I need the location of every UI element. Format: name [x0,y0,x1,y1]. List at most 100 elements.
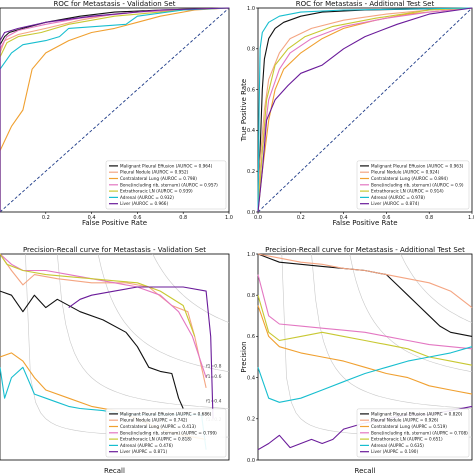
iso-f1-curve [400,253,473,323]
y-axis-label: True Positive Rate [240,79,248,142]
y-axis-label: Precision [240,341,248,372]
series-line-5 [257,295,473,366]
x-axis-label: Recall [355,467,376,474]
iso-f1-curve [311,253,473,409]
x-tick-label: 0.4 [340,215,348,221]
chart-title: ROC for Metastasis - Validation Set [54,0,176,8]
y-tick-label: 1.0 [247,6,255,12]
legend-box [105,160,227,210]
legend-entry: Contralateral Lung (AUPRC = 0.413) [120,424,196,429]
legend-entry: Pleural Nodule (AUROC = 0.952) [120,170,189,175]
x-axis-label: False Positive Rate [82,219,147,227]
y-tick-label: 0.2 [247,169,255,175]
chart-title: Precision-Recall curve for Metastasis - … [265,246,465,254]
legend-entry: Contralateral Lung (AUROC = 0.894) [371,176,448,181]
chart-panel-4: Precision-Recall curve for Metastasis - … [240,246,473,474]
y-tick-label: 1.0 [247,252,255,258]
legend-box [356,408,470,458]
x-tick-label: 0.8 [425,215,433,221]
series-line-6 [257,346,473,403]
series-line-2 [257,253,473,309]
series-line-4 [257,7,473,213]
legend-entry: Liver (AUROC = 0.874) [371,201,419,206]
plot-frame [257,7,473,213]
legend-entry: Malignant Pleural Effusion (AUROC = 0.96… [371,163,464,168]
y-tick-label: 0.0 [247,210,255,216]
legend-entry: Adrenal (AUPRC = 0.476) [120,443,173,448]
chance-diagonal [0,7,230,213]
series-line-6 [0,7,230,212]
x-axis-label: Recall [104,467,125,474]
y-tick-label: 0.2 [247,417,255,423]
y-tick-label: 0.6 [247,87,255,93]
legend-entry: Contralateral Lung (AUPRC = 0.519) [371,424,447,429]
series-line-2 [257,7,473,213]
y-tick-label: 0.4 [247,375,255,381]
legend-entry: Liver (AUPRC = 0.190) [371,449,418,454]
y-tick-label: 0.0 [247,458,255,464]
legend-entry: Pleural Nodule (AUPRC = 0.742) [120,418,188,423]
iso-f1-curve [57,253,230,409]
plot-frame [257,253,473,461]
legend: Malignant Pleural Effusion (AUROC = 0.96… [356,160,470,210]
legend-entry: Bone(including rib, sternum) (AUROC = 0.… [371,182,464,187]
legend-entry: Adrenal (AUROC = 0.978) [371,195,425,200]
chart-title: ROC for Metastasis - Additional Test Set [296,0,435,8]
legend-entry: Pleural Nodule (AUROC = 0.924) [371,170,440,175]
legend-entry: Liver (AUPRC = 0.871) [120,449,167,454]
legend-entry: Bone(including rib, sternum) (AUPRC = 0.… [371,430,468,435]
series-line-1 [0,290,184,409]
series-line-2 [0,253,207,389]
series-line-3 [0,7,230,212]
y-tick-label: 0.8 [247,293,255,299]
y-tick-label: 0.8 [247,47,255,53]
series-line-4 [257,274,473,350]
chart-panel-3: Precision-Recall curve for Metastasis - … [0,246,230,474]
legend-entry: Contralateral Lung (AUROC = 0.798) [120,176,197,181]
chance-diagonal [257,7,473,213]
legend-entry: Malignant Pleural Effusion (AUROC = 0.96… [120,163,213,168]
legend: Malignant Pleural Effusion (AUPRC = 0.82… [356,408,470,458]
iso-f1-label: f1=0.4 [206,398,222,404]
iso-f1-curve [97,253,230,372]
x-tick-label: 0.0 [254,215,262,221]
series-line-6 [257,7,473,213]
series-line-1 [257,7,473,213]
legend-box [356,160,470,210]
x-tick-label: 1.0 [225,215,233,221]
x-tick-label: 0.2 [42,215,50,221]
series-line-3 [257,305,473,395]
legend: Malignant Pleural Effusion (AUROC = 0.96… [105,160,227,210]
x-tick-label: 0.8 [179,215,187,221]
series-line-4 [0,253,207,378]
series-line-5 [0,253,196,337]
chart-title: Precision-Recall curve for Metastasis - … [23,246,206,254]
legend-box [105,408,227,458]
x-tick-label: 0.6 [382,215,390,221]
iso-f1-label: f1=0.6 [206,374,222,380]
legend-entry: Bone(including rib, sternum) (AUPRC = 0.… [120,430,217,435]
x-axis-label: False Positive Rate [332,219,397,227]
series-line-3 [257,7,473,213]
iso-f1-curve [349,253,473,372]
plot-frame [0,7,230,213]
plot-frame [0,253,230,461]
legend-entry: Pleural Nodule (AUPRC = 0.926) [371,418,439,423]
x-tick-label: 1.0 [468,215,474,221]
legend: Malignant Pleural Effusion (AUPRC = 0.68… [105,408,227,458]
x-tick-label: 0.4 [88,215,96,221]
iso-f1-curve [152,253,230,323]
series-line-5 [0,7,230,212]
legend-entry: Extrathoracic LN (AUPRC = 0.818) [120,437,192,442]
legend-entry: Extrathoracic LN (AUPRC = 0.651) [371,437,443,442]
y-tick-label: 0.6 [247,334,255,340]
legend-entry: Adrenal (AUROC = 0.932) [120,195,174,200]
series-line-7 [257,7,473,213]
legend-entry: Malignant Pleural Effusion (AUPRC = 0.82… [371,411,463,416]
x-tick-label: 0.2 [297,215,305,221]
chart-panel-1: ROC for Metastasis - Validation Set 0.2 0.… [0,0,233,227]
series-line-5 [257,7,473,213]
series-line-1 [257,253,473,337]
legend-entry: Adrenal (AUPRC = 0.635) [371,443,424,448]
